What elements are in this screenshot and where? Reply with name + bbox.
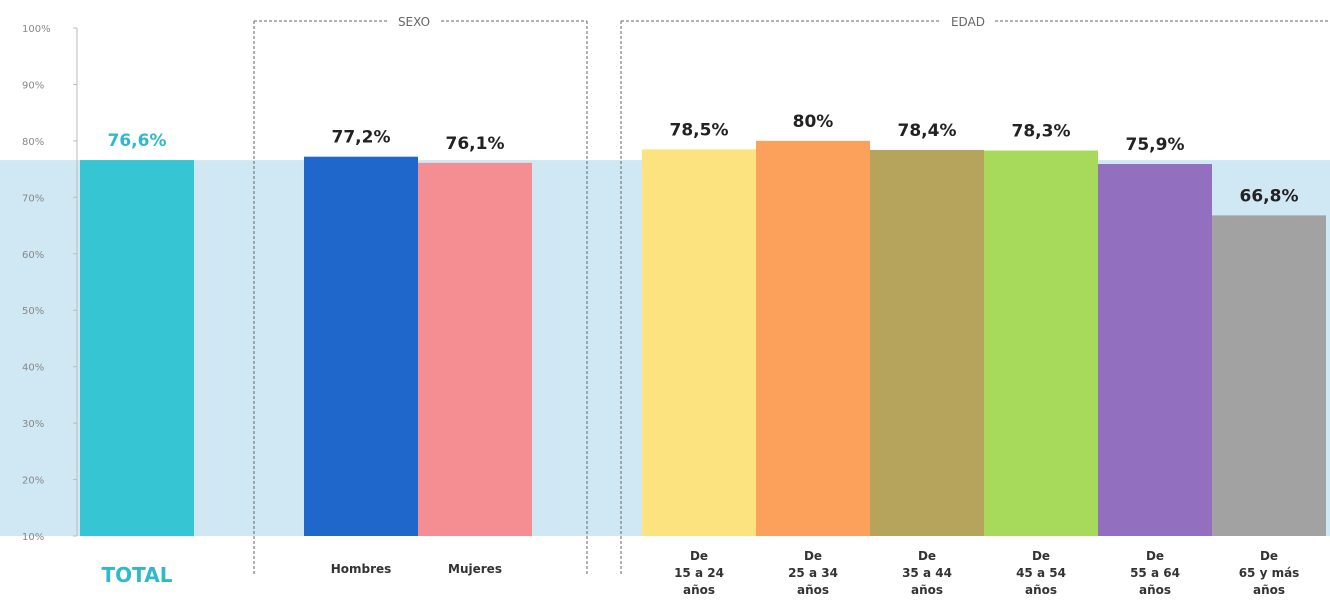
category-label-de-35-a-44-a-os: De	[918, 549, 936, 563]
bars-layer	[80, 140, 1326, 537]
category-label-de-25-a-34-a-os: años	[797, 583, 829, 597]
group-dividers-layer: SEXO EDAD	[253, 15, 1329, 575]
category-label-de-65-y-m-s-a-os: años	[1253, 583, 1285, 597]
y-tick-label: 50%	[22, 306, 44, 317]
value-label-de-45-a-54-a-os: 78,3%	[1012, 121, 1071, 141]
bar-total	[80, 160, 194, 536]
sexo-group-label: SEXO	[398, 15, 430, 29]
value-label-de-55-a-64-a-os: 75,9%	[1126, 135, 1185, 155]
category-label-de-45-a-54-a-os: años	[1025, 583, 1057, 597]
bar-de-65-y-m-s-a-os	[1212, 215, 1326, 536]
value-label-de-25-a-34-a-os: 80%	[793, 112, 834, 132]
bar-de-55-a-64-a-os	[1098, 164, 1212, 536]
category-label-de-55-a-64-a-os: 55 a 64	[1130, 566, 1180, 580]
category-label-hombres: Hombres	[331, 562, 392, 576]
category-label-de-15-a-24-a-os: años	[683, 583, 715, 597]
value-label-mujeres: 76,1%	[446, 134, 505, 154]
bar-de-25-a-34-a-os	[756, 140, 870, 536]
y-tick-label: 30%	[22, 419, 44, 430]
value-label-de-65-y-m-s-a-os: 66,8%	[1240, 186, 1299, 206]
bar-de-35-a-44-a-os	[870, 149, 984, 537]
bar-mujeres	[418, 162, 532, 536]
y-tick-label: 20%	[22, 476, 44, 487]
category-label-de-25-a-34-a-os: 25 a 34	[788, 566, 838, 580]
value-label-hombres: 77,2%	[332, 128, 391, 148]
category-labels-layer: TOTAL Hombres Mujeres De 15 a 24 años De 25 a 3…	[102, 549, 1300, 597]
y-tick-label: 70%	[22, 193, 44, 204]
y-axis: 100% 90% 80% 70% 60% 50% 40% 30% 20% 10%	[22, 24, 78, 543]
y-tick-label: 100%	[22, 24, 51, 35]
category-label-de-45-a-54-a-os: De	[1032, 549, 1050, 563]
value-labels-layer: 76,6% 77,2% 76,1% 78,5% 80% 78,4% 78,3% 75,9% 66…	[108, 112, 1299, 207]
y-tick-label: 40%	[22, 363, 44, 374]
bar-de-45-a-54-a-os	[984, 150, 1098, 537]
category-label-de-55-a-64-a-os: años	[1139, 583, 1171, 597]
y-tick-label: 10%	[22, 532, 44, 543]
y-tick-label: 60%	[22, 250, 44, 261]
category-label-total: TOTAL	[102, 563, 173, 587]
y-tick-label: 80%	[22, 137, 44, 148]
bar-de-15-a-24-a-os	[642, 149, 756, 536]
category-label-mujeres: Mujeres	[448, 562, 502, 576]
value-label-total: 76,6%	[108, 131, 167, 151]
category-label-de-55-a-64-a-os: De	[1146, 549, 1164, 563]
value-label-de-35-a-44-a-os: 78,4%	[898, 121, 957, 141]
category-label-de-65-y-m-s-a-os: De	[1260, 549, 1278, 563]
category-label-de-35-a-44-a-os: 35 a 44	[902, 566, 952, 580]
edad-group-label: EDAD	[951, 15, 985, 29]
category-label-de-25-a-34-a-os: De	[804, 549, 822, 563]
value-label-de-15-a-24-a-os: 78,5%	[670, 120, 729, 140]
y-tick-label: 90%	[22, 80, 44, 91]
category-label-de-65-y-m-s-a-os: 65 y más	[1239, 566, 1300, 580]
bar-hombres	[304, 156, 418, 536]
category-label-de-35-a-44-a-os: años	[911, 583, 943, 597]
category-label-de-15-a-24-a-os: De	[690, 549, 708, 563]
category-label-de-45-a-54-a-os: 45 a 54	[1016, 566, 1066, 580]
category-label-de-15-a-24-a-os: 15 a 24	[674, 566, 724, 580]
